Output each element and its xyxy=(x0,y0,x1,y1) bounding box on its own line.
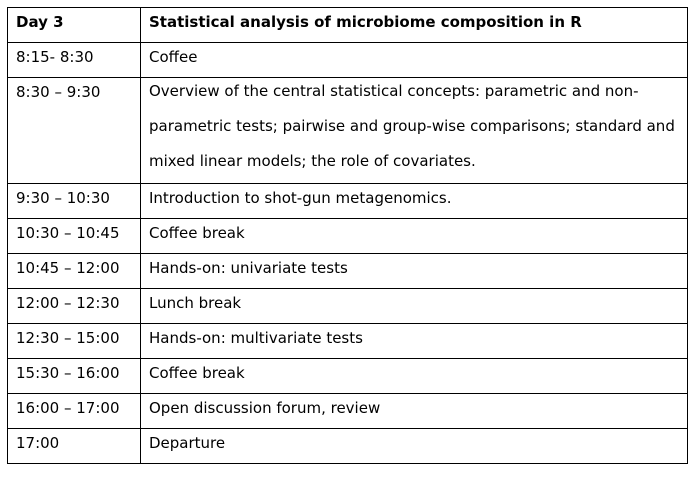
time-cell: 8:15- 8:30 xyxy=(7,42,141,78)
time-cell: 17:00 xyxy=(7,428,141,464)
time-cell: 12:00 – 12:30 xyxy=(7,288,141,324)
table-row: 15:30 – 16:00 Coffee break xyxy=(7,358,688,394)
day-heading: Day 3 xyxy=(7,7,141,43)
activity-cell: Coffee break xyxy=(140,358,688,394)
activity-cell: Open discussion forum, review xyxy=(140,393,688,429)
time-cell: 12:30 – 15:00 xyxy=(7,323,141,359)
activity-cell: Lunch break xyxy=(140,288,688,324)
table-row: 8:15- 8:30 Coffee xyxy=(7,42,688,78)
time-cell: 10:45 – 12:00 xyxy=(7,253,141,289)
activity-cell: Coffee xyxy=(140,42,688,78)
time-cell: 16:00 – 17:00 xyxy=(7,393,141,429)
time-cell: 15:30 – 16:00 xyxy=(7,358,141,394)
table-row: 12:00 – 12:30 Lunch break xyxy=(7,288,688,324)
activity-cell: Introduction to shot-gun metagenomics. xyxy=(140,183,688,219)
activity-cell: Departure xyxy=(140,428,688,464)
table-header-row: Day 3 Statistical analysis of microbiome… xyxy=(7,7,688,43)
activity-cell: Coffee break xyxy=(140,218,688,254)
table-row: 8:30 – 9:30 Overview of the central stat… xyxy=(7,77,688,184)
time-cell: 10:30 – 10:45 xyxy=(7,218,141,254)
activity-cell: Overview of the central statistical conc… xyxy=(140,77,688,184)
activity-cell: Hands-on: multivariate tests xyxy=(140,323,688,359)
table-row: 16:00 – 17:00 Open discussion forum, rev… xyxy=(7,393,688,429)
table-row: 12:30 – 15:00 Hands-on: multivariate tes… xyxy=(7,323,688,359)
time-cell: 8:30 – 9:30 xyxy=(7,77,141,184)
time-cell: 9:30 – 10:30 xyxy=(7,183,141,219)
activity-cell: Hands-on: univariate tests xyxy=(140,253,688,289)
activity-text: Overview of the central statistical conc… xyxy=(149,82,675,170)
table-row: 10:45 – 12:00 Hands-on: univariate tests xyxy=(7,253,688,289)
table-row: 10:30 – 10:45 Coffee break xyxy=(7,218,688,254)
session-title: Statistical analysis of microbiome compo… xyxy=(140,7,688,43)
schedule-table: Day 3 Statistical analysis of microbiome… xyxy=(7,7,688,464)
table-row: 9:30 – 10:30 Introduction to shot-gun me… xyxy=(7,183,688,219)
table-row: 17:00 Departure xyxy=(7,428,688,464)
